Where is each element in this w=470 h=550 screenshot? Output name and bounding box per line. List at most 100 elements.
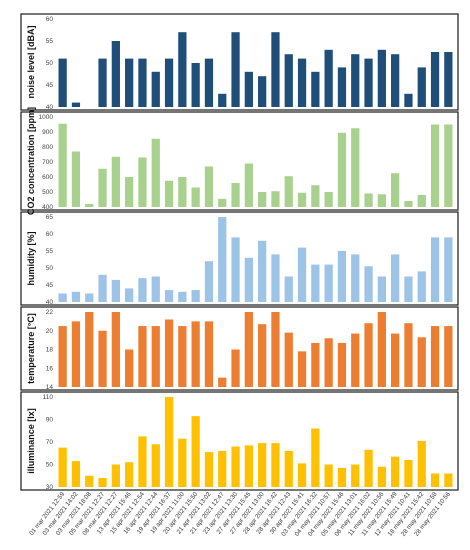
y-tick-label: 22	[46, 309, 54, 316]
bar	[58, 123, 67, 207]
bar	[244, 312, 253, 387]
y-tick-label: 600	[42, 174, 53, 181]
bar	[164, 319, 174, 387]
bar	[351, 254, 360, 302]
bar	[178, 438, 187, 487]
bar	[430, 473, 440, 487]
bar	[364, 323, 373, 387]
bar	[58, 326, 67, 387]
bar	[244, 163, 253, 207]
bar	[377, 276, 386, 302]
bar	[204, 166, 214, 207]
bar	[391, 456, 400, 487]
bar	[284, 276, 293, 302]
bar	[337, 467, 347, 487]
y-tick-label: 60	[46, 231, 54, 238]
bar	[71, 321, 81, 387]
bar	[258, 240, 267, 302]
panel-frame	[20, 391, 459, 491]
bar	[231, 349, 240, 387]
y-tick-label: 500	[42, 189, 53, 196]
y-axis-label: humidity [%]	[26, 232, 36, 286]
bar	[337, 67, 347, 107]
bar	[284, 332, 293, 387]
y-tick-label: 60	[46, 16, 54, 23]
bar	[297, 247, 307, 302]
bar	[111, 41, 120, 107]
bar	[98, 58, 107, 107]
bar	[151, 444, 160, 487]
bar	[284, 176, 293, 207]
bar	[138, 326, 147, 387]
panel-frame	[20, 306, 459, 391]
bar	[324, 264, 333, 302]
y-tick-label: 700	[42, 159, 53, 166]
panel-5: 30 50 70 90 110 illuminance [lx]	[20, 391, 459, 491]
bar	[391, 333, 400, 387]
bar	[204, 321, 214, 387]
bar	[311, 264, 320, 302]
bar	[111, 156, 120, 207]
bar	[125, 349, 134, 387]
bar	[324, 192, 333, 207]
y-tick-label: 50	[46, 462, 54, 469]
bar	[178, 291, 187, 302]
bar	[85, 293, 94, 302]
bar	[231, 183, 240, 207]
bar	[125, 177, 134, 207]
bar	[125, 58, 134, 107]
bar	[430, 326, 440, 387]
bar	[58, 447, 67, 487]
bar	[218, 217, 227, 302]
y-tick-label: 55	[46, 248, 54, 255]
bar	[430, 237, 440, 302]
bar	[311, 185, 320, 207]
y-tick-label: 110	[43, 394, 54, 401]
y-tick-label: 16	[46, 365, 54, 372]
bar	[258, 324, 267, 387]
panel-3: 40 45 50 55 60 65 humidity [%]	[20, 211, 459, 306]
bar	[218, 93, 227, 107]
bar	[138, 278, 147, 302]
bar	[138, 436, 147, 487]
y-axis-label: temperature [°C]	[26, 313, 36, 384]
bar	[444, 326, 453, 387]
bar	[337, 342, 347, 387]
bar	[311, 342, 320, 387]
bar	[297, 192, 307, 207]
bar	[351, 54, 360, 107]
bar	[178, 326, 187, 387]
bar	[191, 290, 200, 302]
bar	[377, 466, 386, 487]
bar	[125, 462, 134, 487]
bar	[364, 266, 373, 302]
bar	[430, 124, 440, 207]
bar	[111, 279, 120, 302]
bar	[417, 440, 426, 487]
bar	[98, 168, 107, 207]
bar	[444, 473, 453, 487]
bar	[191, 63, 200, 107]
bar	[311, 428, 320, 487]
bar	[164, 290, 174, 302]
y-tick-label: 1000	[39, 114, 54, 121]
bar	[231, 237, 240, 302]
bar	[377, 312, 386, 387]
bar	[258, 443, 267, 487]
panel-frame	[20, 211, 459, 306]
bar	[218, 377, 227, 387]
bar	[151, 138, 160, 207]
y-tick-label: 30	[46, 484, 54, 491]
bar	[244, 445, 253, 487]
bar	[351, 333, 360, 387]
bar	[98, 330, 107, 387]
bar	[98, 478, 107, 487]
bar	[204, 261, 214, 302]
bar	[204, 452, 214, 487]
bar	[404, 93, 413, 107]
bar	[191, 187, 200, 207]
y-tick-label: 45	[46, 82, 54, 89]
panel-1: 40 45 50 55 60 noise level [dBA]	[20, 13, 459, 111]
y-tick-label: 18	[46, 347, 54, 354]
